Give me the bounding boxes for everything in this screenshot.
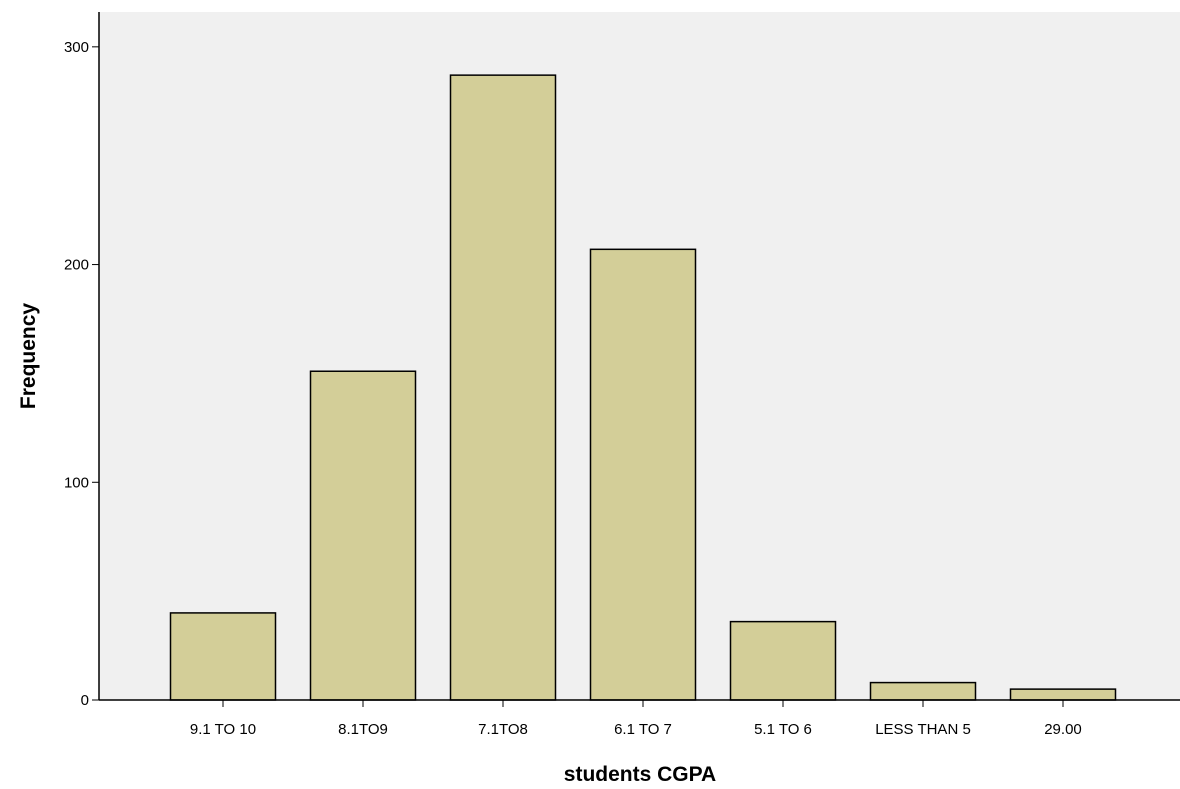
bar-6: [1009, 688, 1117, 701]
bar-2: [449, 74, 557, 701]
y-tick-label-1: 100: [64, 474, 89, 491]
y-axis-title: Frequency: [17, 303, 40, 410]
bar-4: [729, 620, 837, 701]
bar-1: [309, 370, 417, 701]
x-tick-label-0: 9.1 TO 10: [190, 721, 256, 738]
y-axis-ticks: 0 100 200 300: [64, 39, 99, 709]
x-tick-label-5: LESS THAN 5: [875, 721, 971, 738]
y-tick-label-3: 300: [64, 39, 89, 56]
x-tick-label-3: 6.1 TO 7: [614, 721, 672, 738]
y-tick-label-2: 200: [64, 257, 89, 274]
x-tick-label-6: 29.00: [1044, 721, 1082, 738]
bar-0: [169, 612, 277, 701]
x-axis-title: students CGPA: [564, 763, 716, 786]
x-tick-label-2: 7.1TO8: [478, 721, 528, 738]
x-tick-label-4: 5.1 TO 6: [754, 721, 812, 738]
bars-group: [169, 74, 1117, 701]
bar-3: [589, 248, 697, 701]
x-tick-label-1: 8.1TO9: [338, 721, 388, 738]
bar-5: [869, 681, 977, 701]
y-tick-label-0: 0: [81, 692, 89, 709]
x-axis-ticks: 9.1 TO 10 8.1TO9 7.1TO8 6.1 TO 7 5.1 TO 6 LES…: [190, 700, 1082, 738]
